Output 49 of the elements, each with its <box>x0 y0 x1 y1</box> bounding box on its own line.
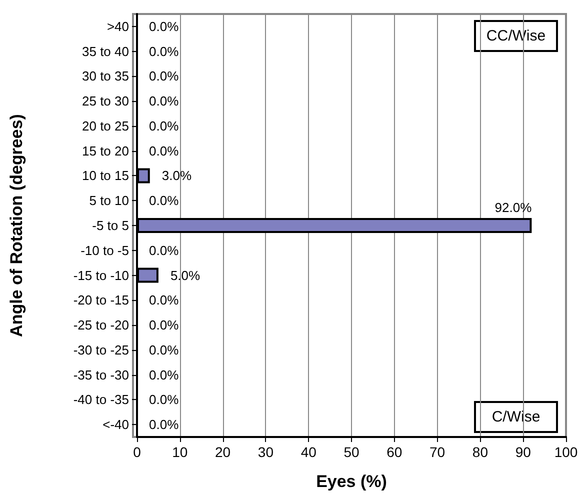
y-tick-label: 20 to 25 <box>82 118 129 134</box>
x-axis-title: Eyes (%) <box>316 472 387 491</box>
x-tick-label: 100 <box>554 444 578 460</box>
x-tick-label: 50 <box>344 444 360 460</box>
y-tick-label: 5 to 10 <box>89 193 129 208</box>
annotation: C/Wise <box>492 408 540 426</box>
y-tick-label: 10 to 15 <box>82 168 129 184</box>
y-tick-label: -40 to -35 <box>73 392 129 408</box>
y-tick-label: -10 to -5 <box>80 242 129 258</box>
x-tick-label: 30 <box>258 444 274 460</box>
data-label: 0.0% <box>149 242 180 258</box>
x-tick-label: 0 <box>133 444 142 460</box>
data-label: 0.0% <box>149 392 180 408</box>
data-label: 0.0% <box>149 143 180 158</box>
y-tick-label: 25 to 30 <box>82 94 129 109</box>
data-label: 0.0% <box>149 68 180 84</box>
data-label: 0.0% <box>149 342 180 358</box>
data-label: 0.0% <box>149 417 180 432</box>
data-label: 0.0% <box>149 118 180 134</box>
data-label: 0.0% <box>149 193 180 208</box>
x-tick-label: 60 <box>386 444 402 460</box>
data-label: 5.0% <box>170 268 201 283</box>
data-label: 0.0% <box>149 18 180 34</box>
y-tick-label: -30 to -25 <box>73 342 129 358</box>
y-tick-label: <-40 <box>102 417 129 432</box>
x-tick-label: 20 <box>215 444 231 460</box>
data-label: 0.0% <box>149 94 180 109</box>
data-label: 0.0% <box>149 292 180 308</box>
y-tick-label: 15 to 20 <box>82 143 129 158</box>
x-tick-label: 90 <box>515 444 532 460</box>
y-tick-label: -25 to -20 <box>73 318 129 333</box>
annotation: CC/Wise <box>486 28 546 44</box>
y-tick-label: -35 to -30 <box>73 367 129 382</box>
y-tick-label: >40 <box>106 18 129 34</box>
data-label: 3.0% <box>162 168 192 184</box>
data-label: 0.0% <box>149 44 180 59</box>
y-tick-label: -20 to -15 <box>73 292 129 308</box>
x-tick-label: 80 <box>472 444 488 460</box>
y-tick-label: -5 to 5 <box>92 218 129 233</box>
y-tick-label: 30 to 35 <box>82 68 129 84</box>
y-tick-label: 35 to 40 <box>82 44 129 59</box>
data-label: 92.0% <box>494 200 532 216</box>
y-tick-label: -15 to -10 <box>73 268 129 283</box>
y-axis-title: Angle of Rotation (degrees) <box>7 114 26 337</box>
x-tick-label: 70 <box>430 444 446 460</box>
data-label: 0.0% <box>149 318 180 333</box>
data-label: 0.0% <box>149 367 180 382</box>
x-tick-label: 40 <box>300 444 317 460</box>
x-tick-label: 10 <box>172 444 188 460</box>
